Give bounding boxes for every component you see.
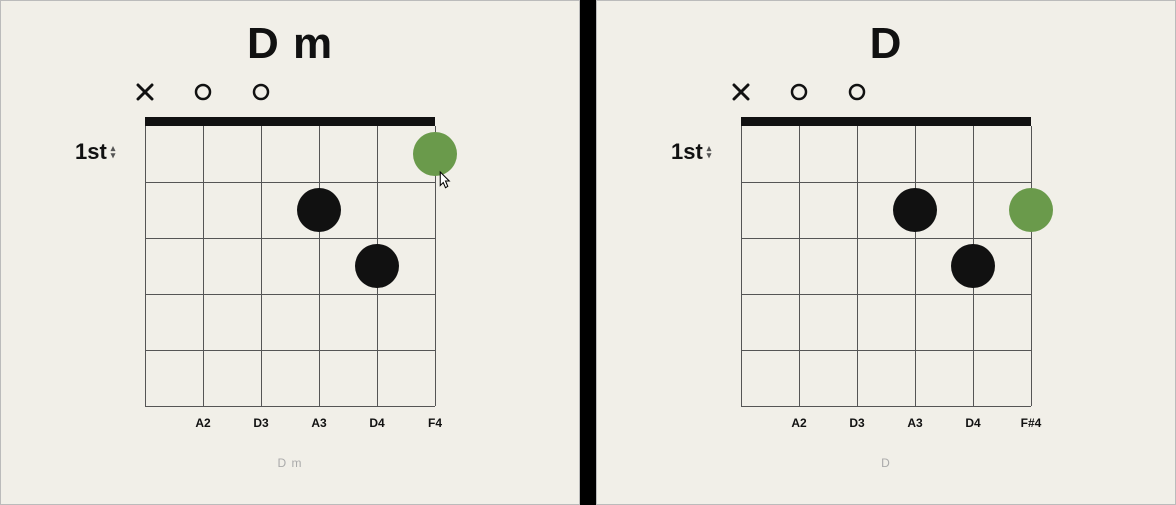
string-line [203, 126, 204, 406]
fret-position-text: 1st [75, 139, 107, 165]
finger-dot[interactable] [893, 188, 937, 232]
chord-caption: D [597, 456, 1175, 470]
open-string-icon [848, 83, 866, 106]
string-note-label: F#4 [1021, 416, 1042, 430]
open-string-icon [252, 83, 270, 106]
string-note-label: A2 [791, 416, 806, 430]
finger-dot[interactable] [297, 188, 341, 232]
finger-dot[interactable] [355, 244, 399, 288]
string-line [799, 126, 800, 406]
string-note-label: A2 [195, 416, 210, 430]
fret-line [145, 406, 435, 407]
chord-diagram: 1st ▴▾ A2D3A3D4F4 [145, 117, 435, 436]
string-line [857, 126, 858, 406]
fret-line [145, 294, 435, 295]
fretboard[interactable]: A2D3A3D4F4 [145, 117, 435, 436]
fret-stepper-icon[interactable]: ▴▾ [111, 145, 116, 159]
string-line [145, 126, 146, 406]
string-line [915, 126, 916, 406]
string-line [1031, 126, 1032, 406]
string-note-label: A3 [907, 416, 922, 430]
nut [145, 117, 435, 126]
fret-stepper-icon[interactable]: ▴▾ [707, 145, 712, 159]
mute-string-icon [732, 83, 750, 106]
string-note-label: D4 [369, 416, 384, 430]
fret-line [145, 238, 435, 239]
fret-line [145, 182, 435, 183]
open-string-icon [790, 83, 808, 106]
fret-position-text: 1st [671, 139, 703, 165]
chord-panel-left: D m 1st ▴▾ A2 D3 A3 D4 F4 D m [0, 0, 580, 505]
fret-position-label[interactable]: 1st ▴▾ [671, 139, 711, 165]
string-note-label: F4 [428, 416, 442, 430]
chord-title: D [597, 19, 1175, 69]
fret-line [145, 350, 435, 351]
string-note-label: D3 [849, 416, 864, 430]
string-line [741, 126, 742, 406]
chord-panel-right: D 1st ▴▾ A2 D3 A3 D4 F#4 D [596, 0, 1176, 505]
mute-string-icon [136, 83, 154, 106]
chord-diagram: 1st ▴▾ A2D3A3D4F#4 [741, 117, 1031, 436]
fret-line [741, 238, 1031, 239]
fret-line [741, 182, 1031, 183]
string-note-label: D3 [253, 416, 268, 430]
fret-line [741, 350, 1031, 351]
fret-position-label[interactable]: 1st ▴▾ [75, 139, 115, 165]
finger-dot[interactable] [951, 244, 995, 288]
open-string-icon [194, 83, 212, 106]
fretboard[interactable]: A2D3A3D4F#4 [741, 117, 1031, 436]
chord-title: D m [1, 19, 579, 69]
string-note-label: A3 [311, 416, 326, 430]
string-note-label: D4 [965, 416, 980, 430]
string-line [261, 126, 262, 406]
panel-divider [580, 0, 596, 505]
nut [741, 117, 1031, 126]
finger-dot[interactable] [413, 132, 457, 176]
string-line [319, 126, 320, 406]
fret-line [741, 294, 1031, 295]
chord-caption: D m [1, 456, 579, 470]
finger-dot[interactable] [1009, 188, 1053, 232]
fret-line [741, 406, 1031, 407]
